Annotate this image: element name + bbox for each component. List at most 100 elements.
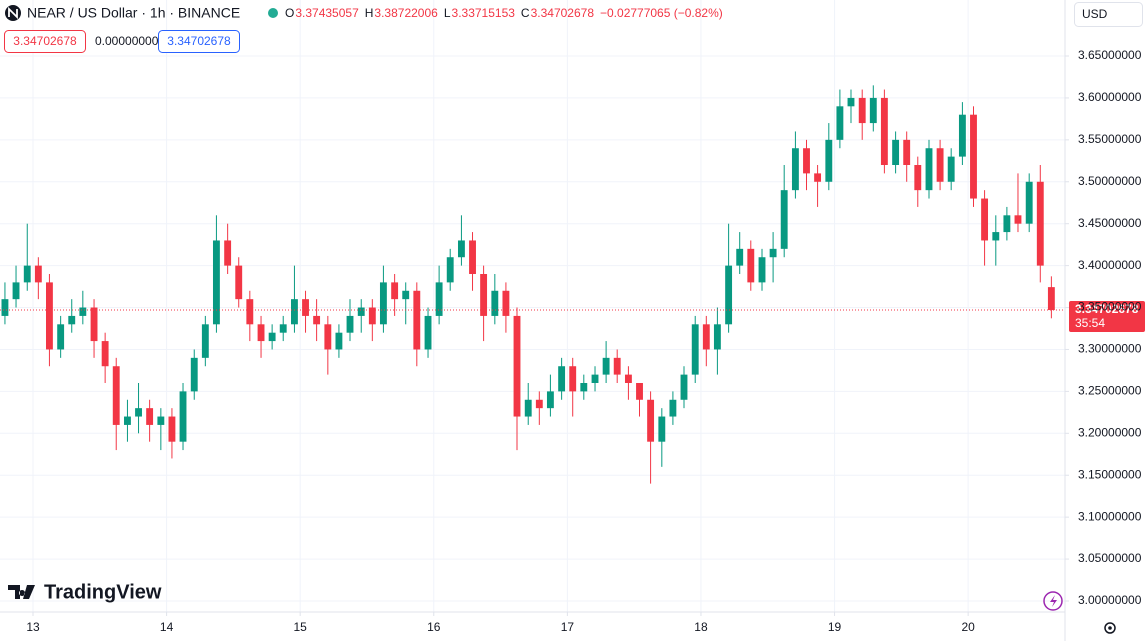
lightning-button[interactable] [1043,591,1063,611]
candle-body [402,290,410,300]
ohlc-value: 3.37435057 [295,6,359,20]
brand-name: TradingView [44,581,162,603]
y-tick-label: 3.15000000 [1078,467,1142,481]
candle-body [847,97,855,107]
candle-body [580,383,588,392]
candle-body [858,97,866,124]
candle-body [947,156,955,182]
currency-button[interactable] [1074,2,1143,27]
y-tick-label: 3.55000000 [1078,132,1142,146]
candle-body [1,299,9,316]
candle-body [925,148,933,191]
ohlc-letter: H [365,6,374,20]
candle-body [892,139,900,165]
y-tick-label: 3.30000000 [1078,342,1142,356]
candle-body [257,324,265,342]
y-tick-label: 3.10000000 [1078,509,1142,523]
y-tick-label: 3.00000000 [1078,593,1142,607]
y-tick-label: 3.05000000 [1078,551,1142,565]
candle-body [1003,215,1011,233]
candle-body [279,324,287,333]
candle-body [502,290,510,316]
x-tick-label: 17 [561,620,575,634]
candle-body [313,315,321,325]
last-price-label: 3.34702678 [1075,302,1139,316]
candle-body [535,399,543,409]
candle-body [368,307,376,325]
y-tick-label: 3.65000000 [1078,48,1142,62]
input-box[interactable] [158,30,240,53]
candle-body [1036,181,1044,266]
y-tick-label: 3.40000000 [1078,258,1142,272]
candle-body [268,332,276,342]
ohlc-letter: C [521,6,530,20]
input-box[interactable] [4,30,86,53]
candle-body [491,290,499,316]
ohlc-value: 3.34702678 [531,6,595,20]
ohlc-legend: O 3.37435057 H 3.38722006 L 3.33715153 C 3.3470… [285,6,723,20]
x-tick-label: 16 [427,620,441,634]
candle-body [346,315,354,333]
candle-body [558,366,566,392]
candle-body [713,324,721,350]
lightning-icon [1050,595,1057,607]
candle-body [79,307,87,316]
candle-body [613,357,621,375]
candle-body [413,290,421,350]
y-tick-label: 3.60000000 [1078,90,1142,104]
candle-body [302,299,309,316]
candle-body [179,391,187,442]
candle-body [335,332,343,350]
candle-body [825,139,833,182]
candle-body [124,416,131,425]
candle-body [90,307,98,342]
symbol-title: NEAR / US Dollar · 1h · BINANCE [27,5,240,21]
candle-body [57,324,65,350]
candle-body [992,232,1000,241]
candle-body [736,248,744,266]
x-tick-label: 19 [828,620,842,634]
candle-body [34,265,42,283]
settings-icon [1108,626,1112,630]
candle-body [636,383,643,400]
candle-body [457,240,465,258]
candle-body [168,416,176,442]
input-value: 3.34702678 [167,34,231,48]
candle-body [769,248,777,258]
candle-body [513,315,521,417]
candle-body [970,114,977,199]
candle-body [112,366,120,425]
candle-body [146,408,154,425]
candle-body [914,165,922,191]
candle-body [157,416,165,425]
candle-body [435,282,443,316]
candle-body [869,97,877,124]
candle-body [101,341,109,367]
candle-body [446,257,454,283]
candles [1,85,1055,484]
candle-body [324,324,332,350]
ohlc-change: −0.02777065 (−0.82%) [600,6,723,20]
settings-button[interactable] [1104,622,1116,634]
candle-body [780,190,788,249]
candle-body [669,399,677,417]
candle-body [747,248,755,283]
candle-body [190,357,198,392]
candle-body [791,148,799,191]
candle-body [658,416,666,442]
candle-body [936,148,944,182]
candle-body [1014,215,1022,224]
candle-body [691,324,699,375]
input-value: 3.34702678 [13,34,77,48]
x-tick-label: 14 [160,620,174,634]
x-tick-label: 20 [961,620,975,634]
candle-body [702,324,710,350]
candle-body [291,299,298,325]
candle-body [814,173,822,182]
candle-body [246,299,254,325]
candle-body [725,265,733,325]
last-price-box [1069,301,1145,333]
